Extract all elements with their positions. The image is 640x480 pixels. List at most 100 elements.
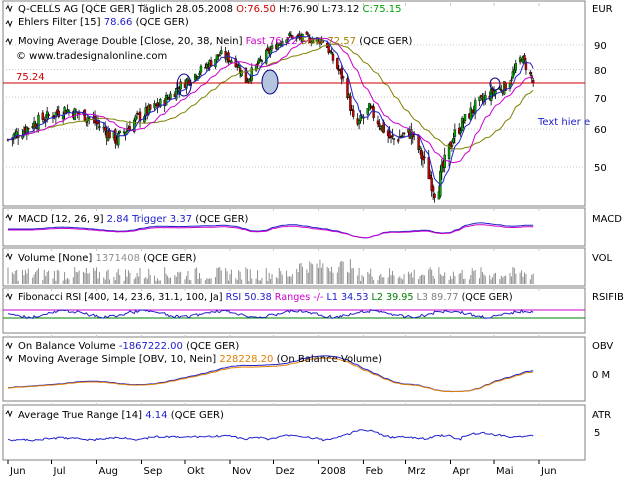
- candle-body: [328, 50, 332, 53]
- candle-body: [230, 60, 233, 63]
- candle-body: [389, 136, 393, 138]
- candle-body: [288, 33, 291, 36]
- candle-body: [16, 134, 20, 139]
- candle-body: [254, 64, 258, 71]
- volume-axis-label: VOL: [592, 253, 613, 264]
- candle-body: [37, 114, 40, 130]
- candle-body: [227, 52, 230, 62]
- macd-axis-label: MACD: [592, 214, 622, 225]
- wave-icon: [5, 341, 13, 350]
- candle-body: [341, 76, 345, 78]
- candle-body: [473, 100, 477, 114]
- candle-body: [452, 138, 455, 143]
- x-tick-label: Dez: [276, 466, 295, 477]
- candle-body: [138, 111, 142, 122]
- candle-body: [175, 87, 178, 100]
- candle-body: [336, 58, 339, 69]
- candle-body: [73, 108, 76, 121]
- candle-body: [350, 109, 354, 111]
- atr-header: Average True Range [14] 4.14 (QCE GER): [18, 410, 224, 421]
- x-tick-label: Nov: [232, 466, 252, 477]
- wave-icon: [5, 19, 13, 28]
- candle-body: [346, 78, 349, 99]
- highlight-ellipse-1: [176, 73, 192, 97]
- x-tick-label: Jun: [540, 466, 557, 477]
- fib-header: Fibonacci RSI [400, 14, 23.6, 31.1, 100,…: [18, 292, 513, 303]
- candle-body: [215, 54, 219, 61]
- candle-body: [529, 72, 532, 75]
- candle-body: [531, 80, 535, 83]
- candle-body: [498, 87, 502, 90]
- header-line-1: Q-CELLS AG [QCE GER] Täglich 28.05.2008 …: [18, 4, 402, 15]
- candle-body: [104, 127, 107, 131]
- atr-panel: [2, 404, 586, 461]
- candle-body: [167, 97, 171, 100]
- obv-header: On Balance Volume -1867222.00 (QCE GER): [18, 341, 239, 352]
- candle-body: [391, 134, 394, 137]
- candle-body: [462, 121, 465, 123]
- candle-body: [134, 115, 137, 121]
- candle-body: [34, 123, 37, 128]
- candle-body: [443, 154, 446, 168]
- x-tick-label: Mai: [496, 466, 514, 477]
- candle-body: [340, 68, 343, 80]
- candle-body: [114, 129, 117, 144]
- volume-header: Volume [None] 1371408 (QCE GER): [18, 253, 196, 264]
- x-tick-label: Okt: [187, 466, 205, 477]
- x-tick-label: Jul: [53, 466, 66, 477]
- candle-body: [118, 130, 121, 134]
- candle-body: [439, 170, 442, 197]
- annotation-text: Text hier e: [537, 117, 590, 128]
- candle-body: [218, 54, 222, 57]
- candle-body: [147, 104, 150, 115]
- candle-body: [331, 53, 335, 61]
- atr-tick: 5: [594, 428, 600, 439]
- ehlers-filter-line: [7, 35, 534, 187]
- candle-body: [169, 93, 172, 99]
- candle-body: [257, 58, 261, 64]
- obv-panel: [2, 336, 586, 402]
- obv-ma-line: [7, 357, 534, 393]
- candle-body: [198, 72, 201, 75]
- x-tick-label: 2008: [320, 466, 345, 477]
- candle-body: [250, 67, 253, 81]
- candle-body: [164, 95, 168, 106]
- candle-body: [489, 88, 493, 101]
- candle-body: [179, 81, 182, 90]
- candle-body: [285, 39, 288, 43]
- candle-body: [237, 65, 240, 68]
- candle-body: [478, 96, 481, 102]
- candle-body: [159, 99, 162, 107]
- candle-body: [44, 119, 47, 121]
- candle-body: [463, 114, 467, 121]
- candle-body: [511, 71, 515, 79]
- candle-body: [41, 112, 45, 121]
- candle-body: [460, 118, 464, 132]
- candle-body: [524, 61, 528, 71]
- candle-body: [433, 193, 436, 198]
- candle-body: [397, 139, 400, 142]
- candle-body: [366, 108, 370, 115]
- x-tick-label: Apr: [453, 466, 471, 477]
- x-tick-label: Jun: [9, 466, 26, 477]
- candle-body: [148, 104, 152, 110]
- atr-line: [7, 429, 534, 442]
- watermark: © www.tradesignalonline.com: [16, 51, 167, 62]
- main-panel: [2, 0, 586, 207]
- candle-body: [372, 106, 375, 119]
- wave-icon: [5, 37, 13, 46]
- candle-body: [133, 119, 136, 133]
- candle-body: [388, 132, 391, 139]
- candle-body: [47, 114, 50, 116]
- candle-body: [420, 150, 423, 159]
- candle-body: [418, 146, 422, 150]
- candle-body: [256, 63, 259, 66]
- candle-body: [423, 156, 426, 159]
- macd-panel: [2, 207, 586, 247]
- y-tick: 70: [594, 94, 607, 105]
- macd-trigger-line: [8, 224, 534, 239]
- x-tick-label: Mrz: [408, 466, 426, 477]
- candle-body: [392, 138, 396, 140]
- candle-body: [199, 65, 203, 73]
